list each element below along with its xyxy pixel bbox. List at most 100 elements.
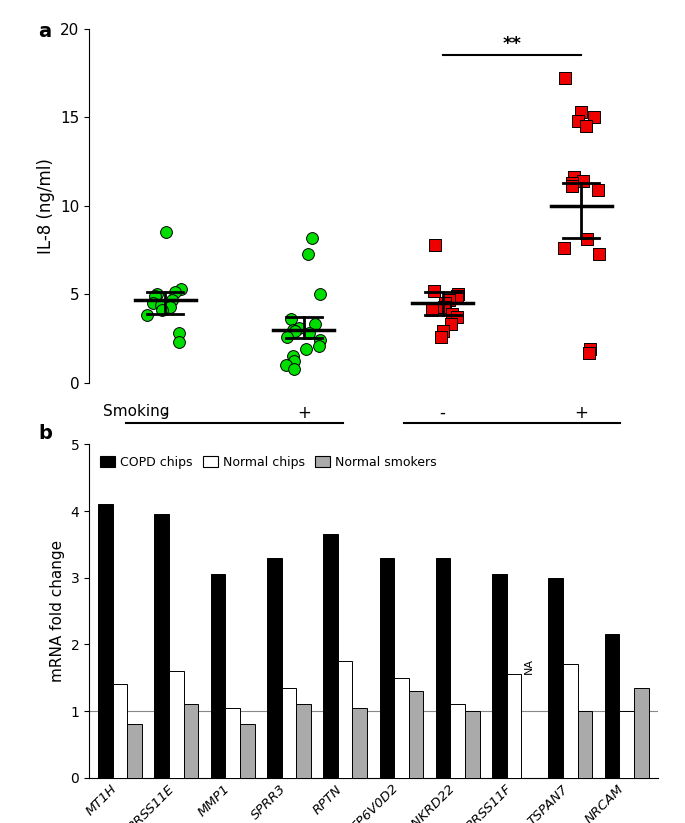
Bar xyxy=(184,704,198,778)
Bar xyxy=(296,704,311,778)
Point xyxy=(593,184,603,197)
Point xyxy=(584,342,595,356)
Bar xyxy=(634,688,649,778)
Point xyxy=(594,247,605,260)
Bar xyxy=(436,558,451,778)
Text: NA: NA xyxy=(524,658,534,674)
Point xyxy=(428,284,439,297)
Point xyxy=(174,327,185,340)
Bar xyxy=(409,691,423,778)
Point xyxy=(150,290,161,303)
Point xyxy=(577,174,588,188)
Point xyxy=(142,309,153,322)
Bar xyxy=(549,578,563,778)
Point xyxy=(176,282,187,295)
Point xyxy=(156,298,167,311)
Bar xyxy=(394,678,409,778)
Bar xyxy=(353,708,367,778)
Point xyxy=(566,176,577,189)
Text: -: - xyxy=(162,404,169,422)
Text: +: + xyxy=(297,404,311,422)
Point xyxy=(566,179,577,193)
Point xyxy=(453,288,464,301)
Bar xyxy=(267,558,282,778)
Point xyxy=(435,330,446,343)
Point xyxy=(303,327,314,340)
Bar xyxy=(240,724,255,778)
Bar xyxy=(507,674,521,778)
Point xyxy=(286,313,297,326)
Bar xyxy=(323,534,338,778)
Bar xyxy=(169,671,184,778)
Bar xyxy=(577,711,593,778)
Bar xyxy=(379,558,394,778)
Point xyxy=(430,238,441,251)
Bar xyxy=(619,711,634,778)
Legend: COPD chips, Normal chips, Normal smokers: COPD chips, Normal chips, Normal smokers xyxy=(95,451,441,474)
Point xyxy=(152,288,163,301)
Point xyxy=(160,226,171,239)
Point xyxy=(300,342,311,356)
Point xyxy=(569,171,580,184)
Point xyxy=(445,318,456,331)
Text: Smoking: Smoking xyxy=(103,404,169,419)
Point xyxy=(439,300,450,314)
Text: COPD: COPD xyxy=(490,444,534,459)
Bar xyxy=(282,688,296,778)
Bar xyxy=(211,574,225,778)
Point xyxy=(174,336,185,349)
Point xyxy=(307,231,318,244)
Point xyxy=(282,330,292,343)
Point xyxy=(157,304,168,317)
Point xyxy=(169,286,180,299)
Point xyxy=(315,288,326,301)
Text: a: a xyxy=(38,21,51,40)
Point xyxy=(287,323,298,337)
Y-axis label: mRNA fold change: mRNA fold change xyxy=(50,540,65,682)
Point xyxy=(281,359,292,372)
Point xyxy=(289,355,300,368)
Point xyxy=(313,339,324,352)
Text: b: b xyxy=(38,425,52,444)
Text: **: ** xyxy=(503,35,521,53)
Point xyxy=(558,242,569,255)
Point xyxy=(575,105,586,119)
Point xyxy=(444,293,455,306)
Bar xyxy=(451,704,465,778)
Text: +: + xyxy=(575,404,588,422)
Bar xyxy=(98,504,113,778)
Point xyxy=(148,296,159,309)
Point xyxy=(447,307,458,320)
Y-axis label: IL-8 (ng/ml): IL-8 (ng/ml) xyxy=(36,158,55,253)
Point xyxy=(294,321,305,334)
Point xyxy=(288,350,299,363)
Bar xyxy=(563,664,577,778)
Bar xyxy=(113,685,127,778)
Bar xyxy=(605,635,619,778)
Bar xyxy=(127,724,142,778)
Bar xyxy=(154,514,169,778)
Point xyxy=(166,293,177,306)
Point xyxy=(573,114,584,128)
Point xyxy=(437,325,448,338)
Point xyxy=(451,310,462,323)
Point xyxy=(440,296,451,309)
Point xyxy=(427,304,438,317)
Point xyxy=(288,362,299,375)
Bar xyxy=(225,708,240,778)
Point xyxy=(164,300,175,314)
Point xyxy=(559,72,570,85)
Bar xyxy=(465,711,479,778)
Text: -: - xyxy=(440,404,446,422)
Point xyxy=(290,325,301,338)
Point xyxy=(584,346,595,359)
Point xyxy=(581,119,592,133)
Point xyxy=(588,110,599,123)
Point xyxy=(581,233,592,246)
Text: Normal: Normal xyxy=(207,444,262,459)
Point xyxy=(302,247,313,260)
Point xyxy=(310,318,321,331)
Bar xyxy=(492,574,507,778)
Point xyxy=(451,290,462,303)
Bar xyxy=(338,661,353,778)
